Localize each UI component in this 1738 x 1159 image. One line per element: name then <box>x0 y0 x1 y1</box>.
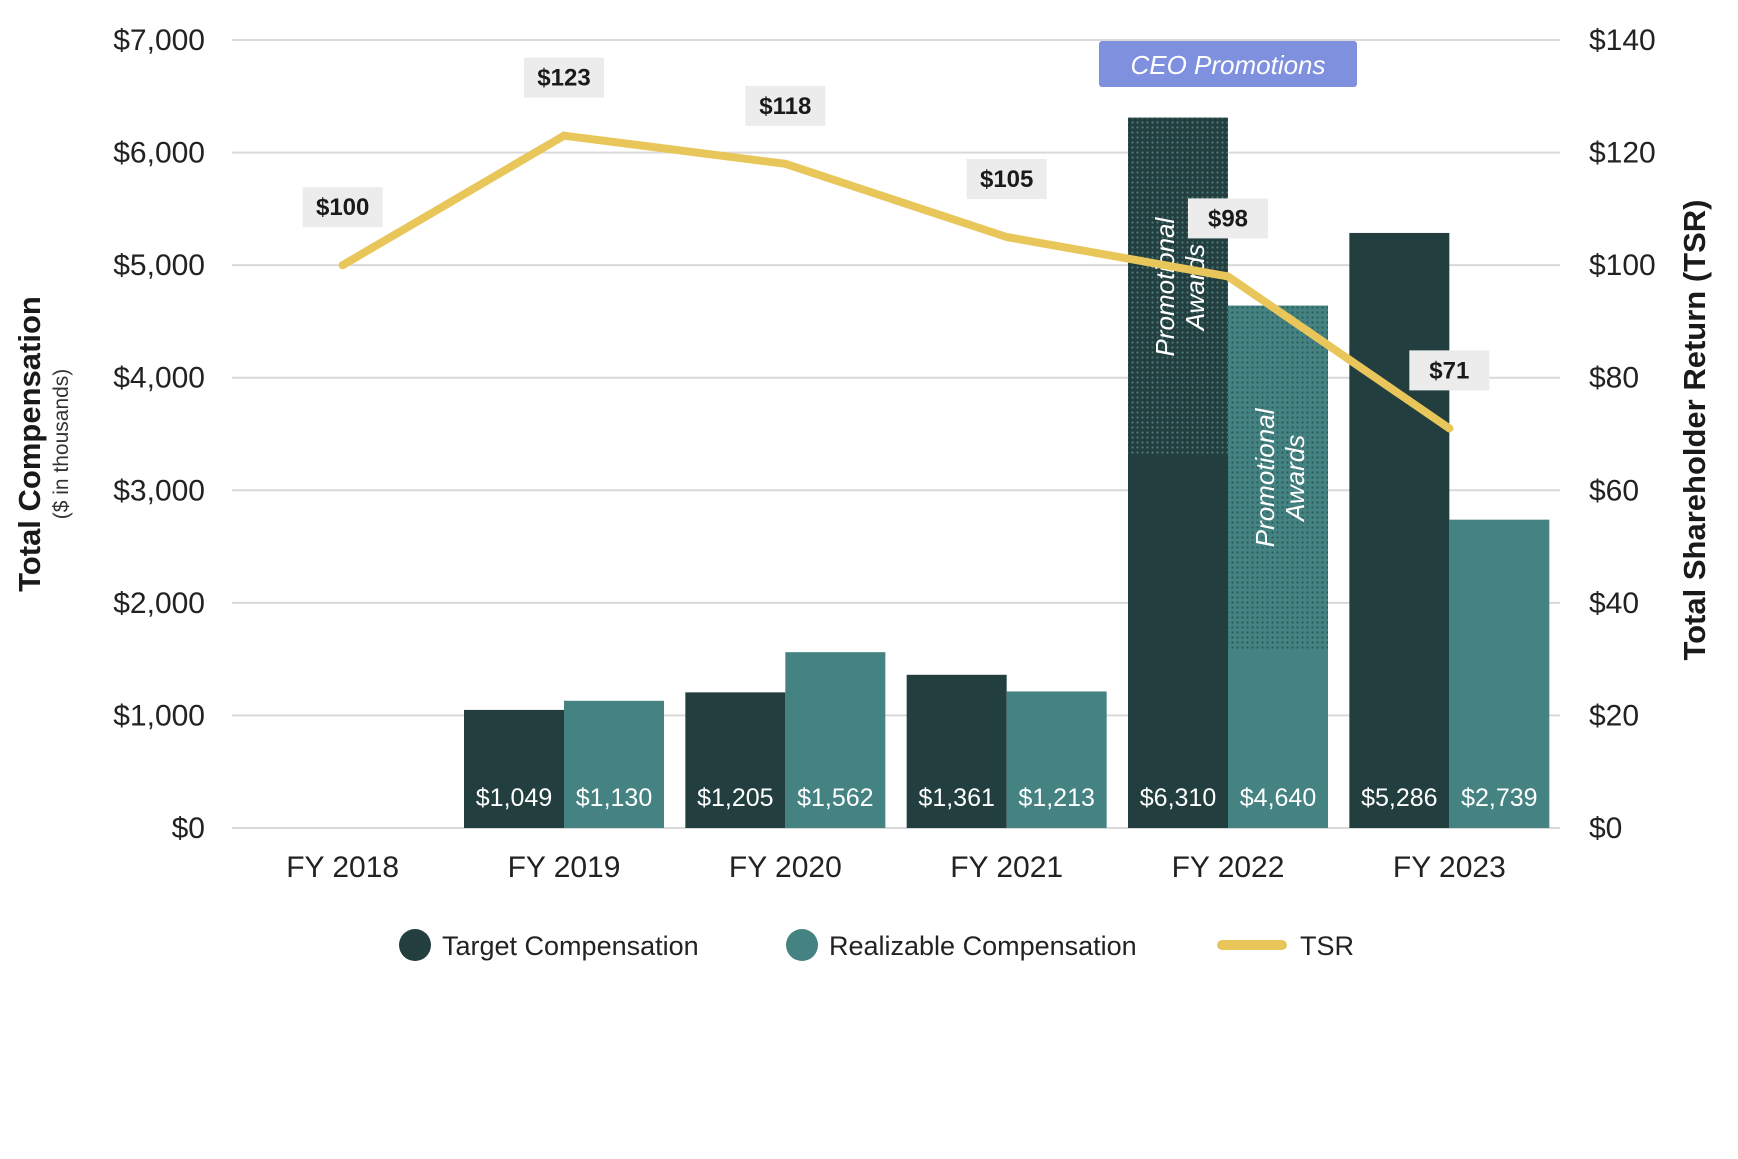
promotional-awards-segment <box>1228 305 1328 651</box>
y-tick-label: $2,000 <box>113 587 205 620</box>
promotional-awards-label: PromotionalAwards <box>1150 217 1210 357</box>
legend: Target Compensation Realizable Compensati… <box>399 929 1354 961</box>
x-tick-label: FY 2021 <box>950 851 1063 884</box>
bar-value-label: $1,562 <box>797 784 873 812</box>
x-tick-label: FY 2023 <box>1393 851 1506 884</box>
realizable-compensation-bar <box>1006 691 1107 828</box>
bars <box>464 117 1550 828</box>
y2-tick-label: $40 <box>1589 587 1639 620</box>
tsr-label-box <box>1188 198 1268 239</box>
y-tick-label: $0 <box>172 812 205 845</box>
tsr-value-label: $118 <box>759 93 811 120</box>
x-tick-label: FY 2022 <box>1172 851 1285 884</box>
gridlines <box>232 39 1560 829</box>
bar-value-label: $6,310 <box>1140 784 1216 812</box>
tsr-point <box>1224 272 1232 281</box>
bar-value-label: $1,361 <box>918 784 994 812</box>
x-tick-label: FY 2019 <box>508 851 621 884</box>
tsr-point <box>1002 233 1011 241</box>
y-tick-label: $4,000 <box>113 362 205 395</box>
legend-label: TSR <box>1300 931 1354 961</box>
bar-value-label: $1,049 <box>476 784 552 812</box>
y-tick-label: $5,000 <box>113 249 205 282</box>
axes: $0 $1,000 $2,000 $3,000 $4,000 $5,000 $6,000 $7… <box>12 24 1712 884</box>
target-compensation-bar <box>906 674 1007 828</box>
legend-label: Target Compensation <box>442 931 699 961</box>
ceo-promotions-label: CEO Promotions <box>1130 50 1325 80</box>
tsr-point <box>338 261 347 270</box>
promotional-awards-label: PromotionalAwards <box>1250 407 1310 547</box>
tsr-label-box <box>302 187 383 228</box>
y-axis-title: Total Compensation <box>12 296 47 592</box>
y-tick-label: $1,000 <box>113 699 205 732</box>
tsr-value-label: $71 <box>1429 357 1469 384</box>
legend-swatch <box>399 929 431 961</box>
promo-label-line: Awards <box>1280 435 1310 523</box>
tsr-point <box>781 159 790 168</box>
promo-label-line: Awards <box>1180 244 1210 332</box>
bar-value-label: $1,205 <box>697 784 773 812</box>
realizable-compensation-bar <box>1449 519 1550 828</box>
tsr-label-box <box>745 85 826 126</box>
x-tick-label: FY 2018 <box>286 851 399 884</box>
ceo-promotions-box <box>1099 41 1357 87</box>
tsr-value-label: $100 <box>316 194 369 221</box>
bar-value-label: $1,213 <box>1018 784 1094 812</box>
tsr-point <box>560 131 568 140</box>
y2-axis-title: Total Shareholder Return (TSR) <box>1677 199 1712 660</box>
x-tick-label: FY 2020 <box>729 851 842 884</box>
tsr-value-label: $98 <box>1208 205 1248 232</box>
legend-swatch <box>786 929 818 961</box>
y2-tick-label: $120 <box>1589 137 1656 170</box>
realizable-compensation-bar <box>564 700 664 828</box>
bar-value-label: $4,640 <box>1240 784 1316 812</box>
y2-tick-label: $20 <box>1589 699 1639 732</box>
promotional-awards-segment <box>1128 117 1228 457</box>
y2-tick-label: $60 <box>1589 474 1639 507</box>
y2-tick-label: $80 <box>1589 362 1639 395</box>
promo-label-line: Promotional <box>1250 407 1280 547</box>
tsr-line-group <box>338 131 1454 433</box>
y-tick-label: $3,000 <box>113 474 205 507</box>
promo-label-line: Promotional <box>1150 217 1180 357</box>
tsr-label-box <box>1409 350 1490 391</box>
tsr-value-label: $123 <box>537 65 590 92</box>
bar-value-label: $5,286 <box>1361 784 1437 812</box>
tsr-line <box>338 131 1454 433</box>
y-tick-label: $7,000 <box>113 24 205 57</box>
legend-label: Realizable Compensation <box>829 931 1137 961</box>
target-compensation-bar <box>1349 232 1450 828</box>
tsr-point <box>1445 424 1454 433</box>
bar-value-label: $2,739 <box>1461 784 1537 812</box>
tsr-value-label: $105 <box>980 166 1033 193</box>
y-axis-subtitle: ($ in thousands) <box>50 369 73 520</box>
bar-value-label: $1,130 <box>576 784 652 812</box>
y2-tick-label: $140 <box>1589 24 1656 57</box>
y2-tick-label: $100 <box>1589 249 1656 282</box>
data-labels: $1,049 $1,130 $1,205 $1,562 $1,361 $1,213 $6,3… <box>302 41 1538 812</box>
target-compensation-bar <box>464 709 564 828</box>
y-tick-label: $6,000 <box>113 137 205 170</box>
target-compensation-bar <box>685 692 786 828</box>
tsr-label-box <box>966 159 1047 199</box>
y2-tick-label: $0 <box>1589 812 1622 845</box>
realizable-compensation-bar <box>785 652 886 828</box>
tsr-label-box <box>524 57 604 98</box>
